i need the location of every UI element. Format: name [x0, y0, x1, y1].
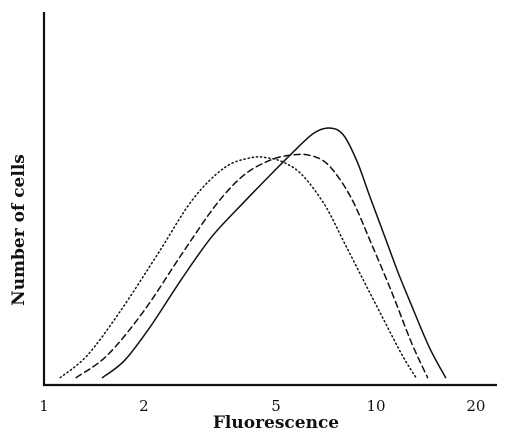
x-tick-label: 20	[466, 397, 485, 415]
solid-curve	[101, 127, 447, 379]
chart-curves	[59, 127, 447, 379]
y-axis-title: Number of cells	[9, 154, 29, 306]
x-axis-ticks: 1 2 5 10 20	[39, 397, 485, 415]
x-tick-label: 5	[271, 397, 281, 415]
x-tick-label: 2	[139, 397, 149, 415]
chart-axes	[42, 12, 497, 387]
dashed-curve	[75, 153, 429, 379]
x-tick-label: 1	[39, 397, 49, 415]
dotted-curve	[59, 156, 417, 379]
x-tick-label: 10	[366, 397, 385, 415]
x-axis-title: Fluorescence	[213, 413, 339, 433]
